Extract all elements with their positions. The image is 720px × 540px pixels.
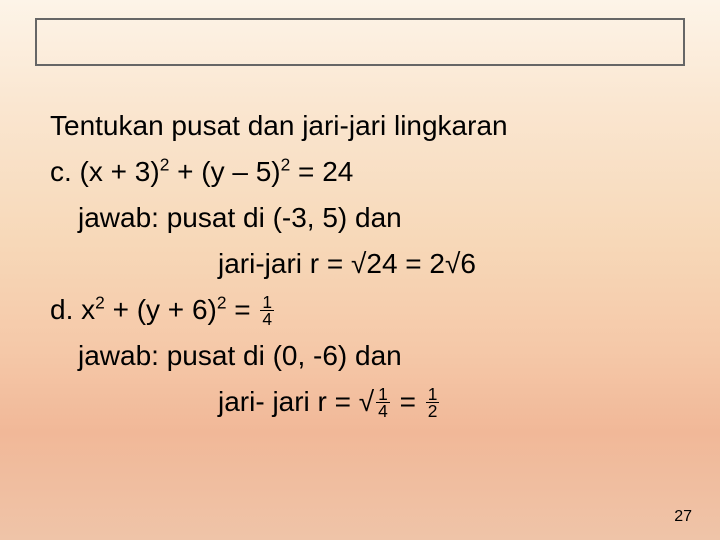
fraction-1-4-b: 14 [376,386,390,420]
frac2-den: 4 [376,403,390,419]
frac-den: 4 [260,311,274,327]
answer-label-d: jawab [78,340,151,371]
item-d-ans1: : pusat di (0, -6) dan [151,340,402,371]
slide-content: Tentukan pusat dan jari-jari lingkaran c… [50,105,680,427]
answer-label-c: jawab [78,202,151,233]
title-line: Tentukan pusat dan jari-jari lingkaran [50,105,680,147]
item-d-ans2-pre: jari- jari r = √ [218,386,374,417]
item-d-eq-prefix: d. x [50,294,95,325]
item-d-equation: d. x2 + (y + 6)2 = 14 [50,289,680,331]
page-number: 27 [674,508,692,526]
item-c-answer-line2: jari-jari r = √24 = 2√6 [218,243,680,285]
item-d-ans2-mid: = [392,386,424,417]
header-rule [35,18,685,66]
item-d-eq-mid: + (y + 6) [105,294,217,325]
item-c-exp1: 2 [160,155,170,175]
item-c-answer-line1: jawab: pusat di (-3, 5) dan [78,197,680,239]
item-c-eq-prefix: c. (x + 3) [50,156,160,187]
item-d-exp1: 2 [95,293,105,313]
item-c-eq-mid: + (y – 5) [169,156,280,187]
frac3-den: 2 [426,403,440,419]
item-d-exp2: 2 [217,293,227,313]
item-d-answer-line1: jawab: pusat di (0, -6) dan [78,335,680,377]
item-c-ans1: : pusat di (-3, 5) dan [151,202,402,233]
item-c-exp2: 2 [281,155,291,175]
fraction-1-4: 14 [260,294,274,328]
item-d-eq-eq: = [227,294,259,325]
item-c-equation: c. (x + 3)2 + (y – 5)2 = 24 [50,151,680,193]
fraction-1-2: 12 [426,386,440,420]
item-d-answer-line2: jari- jari r = √14 = 12 [218,381,680,423]
item-c-eq-suffix: = 24 [290,156,353,187]
